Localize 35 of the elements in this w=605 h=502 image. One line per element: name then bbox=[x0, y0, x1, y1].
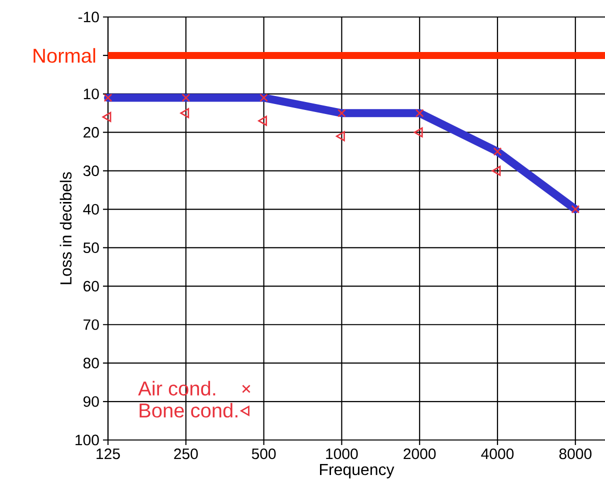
y-tick-label: 50 bbox=[83, 242, 99, 254]
x-tick-label: 250 bbox=[174, 448, 198, 460]
point bbox=[493, 147, 502, 156]
point bbox=[492, 166, 501, 176]
y-tick-label: 40 bbox=[83, 204, 99, 215]
y-tick-label: 20 bbox=[84, 127, 99, 138]
point bbox=[414, 127, 423, 138]
y-axis-title: Loss in decibels bbox=[60, 172, 72, 284]
point bbox=[182, 94, 190, 102]
x-tick-label: 2000 bbox=[404, 448, 436, 460]
y-tick-label: 80 bbox=[83, 358, 99, 368]
x-tick-label: 1000 bbox=[326, 448, 358, 460]
point bbox=[337, 108, 346, 118]
point bbox=[104, 94, 112, 102]
x-tick-label: 125 bbox=[96, 448, 120, 460]
x-tick-label: 500 bbox=[252, 448, 276, 460]
y-tick-label: 70 bbox=[84, 319, 99, 330]
point bbox=[260, 94, 268, 102]
point bbox=[415, 108, 424, 118]
y-tick-label: 90 bbox=[83, 396, 99, 407]
point bbox=[336, 131, 345, 142]
point bbox=[180, 108, 190, 118]
legend-label: Bone cond. bbox=[140, 402, 238, 418]
ref-line-label: Normal bbox=[34, 48, 96, 63]
x-tick-label: 8000 bbox=[559, 448, 592, 460]
point bbox=[571, 205, 580, 214]
x-axis-title: Frequency bbox=[320, 464, 394, 478]
point bbox=[102, 112, 112, 122]
y-tick-label: 60 bbox=[84, 280, 99, 292]
y-tick-label: 30 bbox=[83, 166, 99, 176]
y-tick-label: 100 bbox=[76, 434, 99, 446]
y-tick-label: -10 bbox=[78, 12, 99, 22]
x-tick-label: 4000 bbox=[481, 448, 514, 460]
y-tick-label: 10 bbox=[84, 88, 99, 100]
point bbox=[258, 116, 267, 126]
